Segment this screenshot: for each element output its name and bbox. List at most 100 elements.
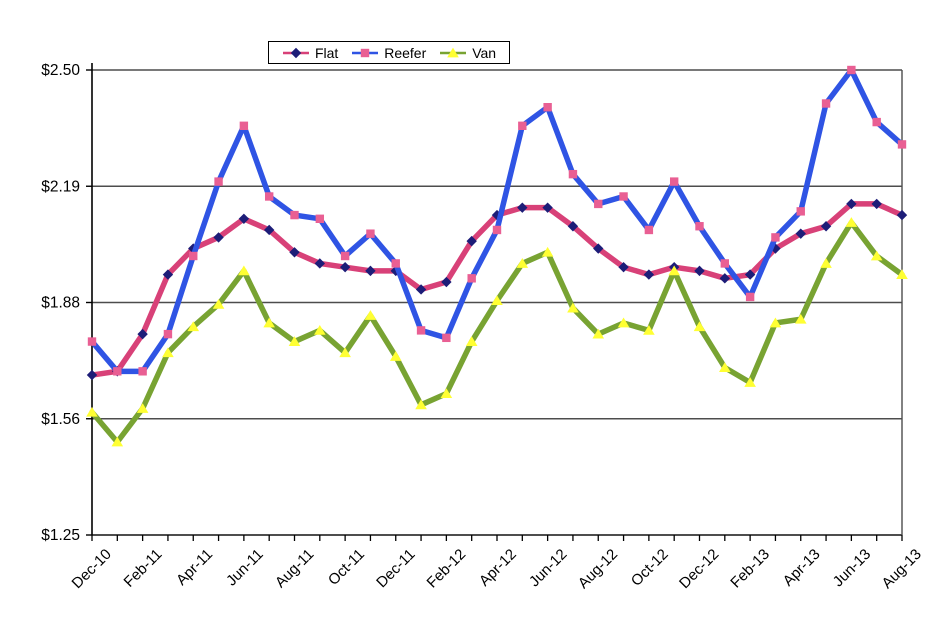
marker-reefer bbox=[366, 229, 375, 238]
y-axis-label: $1.88 bbox=[41, 295, 80, 312]
x-axis-label: Feb-11 bbox=[121, 546, 166, 591]
marker-reefer bbox=[771, 233, 780, 242]
marker-reefer bbox=[872, 117, 881, 127]
y-axis-label: $2.19 bbox=[41, 178, 80, 195]
marker-van bbox=[415, 399, 427, 410]
marker-van bbox=[896, 269, 908, 279]
marker-flat bbox=[162, 269, 174, 280]
marker-flat bbox=[466, 235, 477, 247]
marker-reefer bbox=[189, 251, 198, 261]
marker-reefer bbox=[847, 65, 856, 75]
marker-van bbox=[314, 325, 326, 335]
legend-label-reefer: Reefer bbox=[384, 44, 427, 61]
triangle-icon bbox=[440, 47, 467, 57]
x-axis-label: Aug-12 bbox=[575, 546, 621, 592]
x-axis-label: Oct-12 bbox=[628, 546, 672, 590]
marker-reefer bbox=[264, 192, 274, 201]
marker-flat bbox=[694, 265, 705, 277]
x-axis-label: Dec-10 bbox=[69, 546, 115, 592]
marker-flat bbox=[593, 243, 604, 254]
marker-reefer bbox=[87, 337, 97, 346]
marker-reefer bbox=[467, 274, 476, 283]
marker-flat bbox=[643, 269, 655, 280]
marker-van bbox=[769, 317, 782, 328]
marker-van bbox=[794, 313, 807, 324]
marker-van bbox=[465, 336, 478, 346]
x-axis-label: Jun-11 bbox=[223, 546, 267, 590]
marker-flat bbox=[86, 369, 98, 381]
y-axis-label: $1.56 bbox=[41, 411, 80, 428]
x-axis-label: Jun-13 bbox=[830, 546, 874, 590]
marker-flat bbox=[263, 224, 275, 236]
series-reefer bbox=[87, 65, 907, 376]
marker-flat bbox=[567, 221, 579, 232]
marker-flat bbox=[618, 261, 629, 273]
x-axis-label: Apr-11 bbox=[173, 546, 216, 589]
marker-van bbox=[617, 317, 630, 328]
diamond-icon bbox=[282, 47, 309, 58]
marker-van bbox=[364, 310, 377, 320]
marker-reefer bbox=[745, 292, 755, 302]
legend-marker-reefer bbox=[361, 48, 370, 57]
marker-flat bbox=[795, 228, 806, 239]
marker-van bbox=[440, 388, 453, 399]
marker-reefer bbox=[239, 121, 249, 130]
legend-marker-flat bbox=[290, 47, 302, 58]
marker-reefer bbox=[720, 259, 730, 268]
y-axis-label: $2.50 bbox=[41, 62, 80, 79]
marker-van bbox=[389, 351, 402, 361]
legend: Flat Reefer Van bbox=[268, 41, 510, 64]
marker-flat bbox=[415, 284, 427, 295]
marker-flat bbox=[744, 269, 756, 280]
x-axis-label: Apr-13 bbox=[780, 546, 824, 590]
marker-van bbox=[719, 362, 731, 372]
legend-label-flat: Flat bbox=[314, 44, 339, 61]
marker-van bbox=[212, 298, 225, 309]
marker-reefer bbox=[568, 169, 578, 179]
x-axis-label: Feb-12 bbox=[424, 546, 470, 592]
x-axis-label: Oct-11 bbox=[325, 546, 368, 589]
marker-flat bbox=[542, 202, 553, 213]
marker-flat bbox=[871, 198, 882, 210]
marker-reefer bbox=[391, 259, 400, 268]
marker-van bbox=[491, 295, 503, 306]
marker-van bbox=[744, 377, 756, 387]
marker-flat bbox=[238, 213, 250, 224]
marker-reefer bbox=[340, 251, 350, 261]
marker-reefer bbox=[594, 199, 603, 209]
legend-item-reefer: Reefer bbox=[351, 46, 426, 60]
marker-reefer bbox=[644, 225, 654, 235]
marker-reefer bbox=[290, 210, 299, 220]
series-line-van bbox=[89, 219, 905, 445]
marker-van bbox=[845, 217, 858, 227]
marker-van bbox=[111, 436, 124, 447]
marker-reefer bbox=[518, 121, 527, 130]
marker-flat bbox=[719, 273, 731, 284]
y-axis-label: $1.25 bbox=[41, 527, 80, 544]
marker-van bbox=[516, 258, 529, 268]
marker-flat bbox=[289, 247, 300, 258]
marker-van bbox=[136, 403, 149, 413]
marker-reefer bbox=[619, 192, 628, 201]
marker-flat bbox=[820, 221, 832, 232]
marker-reefer bbox=[442, 333, 451, 343]
marker-reefer bbox=[669, 177, 679, 186]
x-axis-label: Feb-13 bbox=[727, 546, 773, 592]
marker-flat bbox=[441, 276, 452, 288]
square-icon bbox=[352, 48, 379, 57]
marker-van bbox=[668, 265, 680, 276]
marker-van bbox=[693, 321, 706, 332]
marker-reefer bbox=[695, 222, 704, 231]
marker-van bbox=[567, 302, 579, 313]
marker-van bbox=[238, 265, 250, 276]
x-axis-label: Jun-12 bbox=[526, 546, 570, 590]
legend-marker-van bbox=[447, 47, 459, 57]
marker-van bbox=[541, 246, 554, 257]
marker-reefer bbox=[214, 177, 223, 186]
legend-item-flat: Flat bbox=[282, 46, 338, 60]
marker-van bbox=[592, 328, 605, 339]
marker-reefer bbox=[543, 103, 552, 112]
marker-flat bbox=[896, 209, 908, 221]
marker-van bbox=[162, 347, 174, 358]
